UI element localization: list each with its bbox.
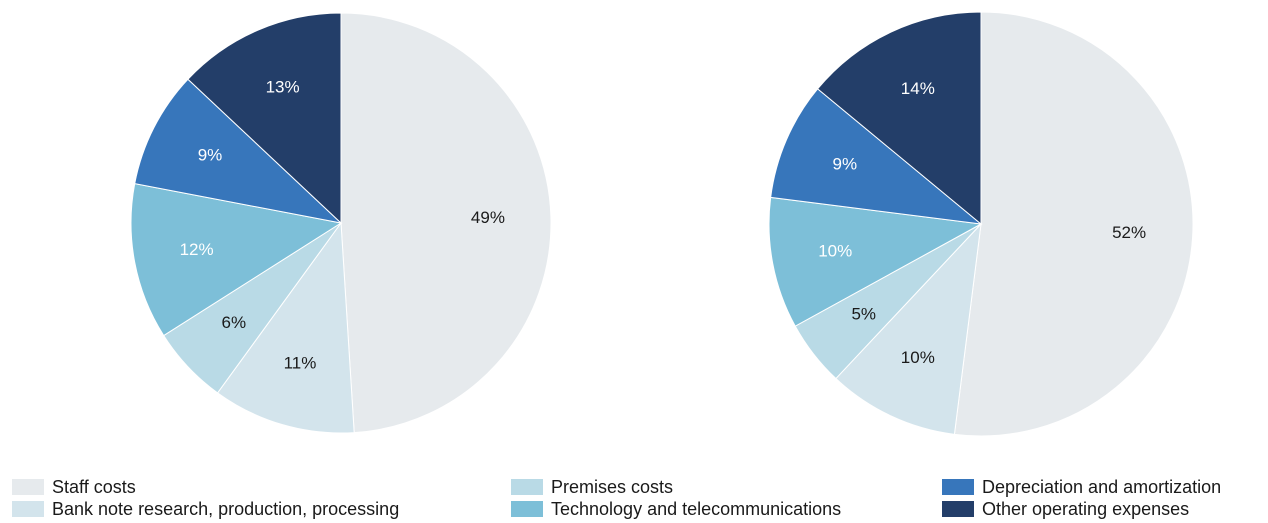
legend-label-other-operating: Other operating expenses [982, 498, 1190, 519]
pie2-label-technology-and-telecommunications: 10% [818, 241, 852, 260]
legend-label-bank-note: Bank note research, production, processi… [52, 498, 400, 519]
pie1-label-depreciation-and-amortization: 9% [198, 146, 223, 165]
legend-label-technology: Technology and telecommunications [551, 498, 842, 519]
legend: Staff costs Bank note research, producti… [0, 476, 1268, 523]
legend-item-technology: Technology and telecommunications [511, 498, 841, 520]
pie2-slice-other-operating-expenses [816, 11, 982, 226]
pie-charts: 49% 11% 6% 12% 9% 13% 52% 10% 5% 10% 9% 14% [130, 11, 1194, 437]
legend-item-premises-costs: Premises costs [511, 476, 673, 498]
pie2-slice-staff-costs [953, 11, 1194, 437]
legend-swatch-other-operating [942, 501, 974, 517]
pie1-label-other-operating-expenses: 13% [266, 78, 300, 97]
legend-label-depreciation: Depreciation and amortization [982, 476, 1222, 497]
legend-swatch-bank-note [12, 501, 44, 517]
pie1-slice-depreciation-and-amortization [134, 78, 343, 224]
pie2-label-depreciation-and-amortization: 9% [833, 155, 858, 174]
legend-item-bank-note: Bank note research, production, processi… [12, 498, 399, 520]
pie1-label-premises-costs: 6% [222, 313, 247, 332]
pie1-label-bank-note-research-production-processing: 11% [284, 354, 317, 373]
legend-swatch-staff-costs [12, 479, 44, 495]
legend-swatch-depreciation [942, 479, 974, 495]
pie1-label-staff-costs: 49% [471, 208, 505, 227]
pie-chart-2: 52% 10% 5% 10% 9% 14% [768, 11, 1194, 437]
legend-item-staff-costs: Staff costs [12, 476, 136, 498]
legend-item-other-operating: Other operating expenses [942, 498, 1189, 520]
legend-label-premises-costs: Premises costs [551, 476, 674, 497]
pie1-slice-other-operating-expenses [187, 12, 342, 225]
legend-item-depreciation: Depreciation and amortization [942, 476, 1221, 498]
pie2-slice-bank-note-research-production-processing [835, 222, 982, 435]
pie1-label-technology-and-telecommunications: 12% [180, 240, 214, 259]
pie-chart-1: 49% 11% 6% 12% 9% 13% [130, 12, 552, 434]
legend-label-staff-costs: Staff costs [52, 476, 136, 497]
pie2-label-staff-costs: 52% [1112, 223, 1146, 242]
pie2-label-premises-costs: 5% [851, 304, 876, 323]
pie1-slice-technology-and-telecommunications [130, 183, 343, 337]
pie1-slice-staff-costs [340, 12, 552, 434]
pie2-slice-depreciation-and-amortization [770, 88, 983, 225]
pie2-slice-technology-and-telecommunications [768, 196, 983, 327]
pie1-slice-bank-note-research-production-processing [216, 221, 355, 434]
legend-swatch-technology [511, 501, 543, 517]
legend-swatch-premises-costs [511, 479, 543, 495]
pie2-label-bank-note-research-production-processing: 10% [901, 348, 935, 367]
pie2-label-other-operating-expenses: 14% [901, 79, 935, 98]
